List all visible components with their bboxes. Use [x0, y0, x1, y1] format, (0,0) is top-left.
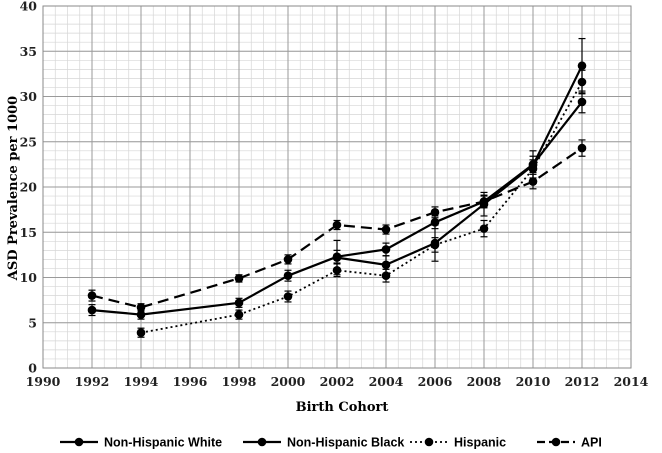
- data-point: [577, 143, 587, 153]
- data-point: [577, 77, 587, 87]
- x-tick-label: 1996: [173, 374, 208, 389]
- x-tick-label: 2014: [614, 374, 649, 389]
- data-point: [283, 271, 293, 280]
- legend-label: Hispanic: [454, 436, 506, 450]
- series-line: [336, 65, 583, 266]
- data-point: [381, 260, 391, 270]
- data-point: [381, 245, 391, 254]
- y-tick-label: 35: [20, 44, 37, 59]
- data-point: [381, 225, 391, 234]
- data-point: [430, 240, 440, 250]
- legend-marker: [74, 437, 84, 447]
- y-tick-label: 5: [28, 315, 37, 330]
- data-point: [283, 292, 293, 301]
- y-tick-label: 10: [20, 270, 38, 285]
- data-point: [87, 291, 97, 300]
- data-point: [479, 197, 489, 206]
- series-line: [91, 101, 583, 316]
- legend-marker: [257, 437, 267, 447]
- y-tick-label: 40: [20, 0, 38, 14]
- plot-area-border: [42, 5, 632, 369]
- axes: [42, 5, 632, 369]
- data-point: [234, 310, 244, 319]
- series-layer: [87, 37, 587, 338]
- y-tick-label: 25: [20, 134, 37, 149]
- series-api: [87, 139, 587, 312]
- data-point: [136, 310, 146, 319]
- legend-item: Non-Hispanic White: [60, 436, 222, 450]
- x-tick-label: 2010: [516, 374, 551, 389]
- y-tick-label: 15: [20, 225, 37, 240]
- y-tick-label: 0: [28, 361, 37, 376]
- data-point: [332, 253, 342, 262]
- x-tick-label: 2008: [467, 374, 502, 389]
- legend-label: API: [581, 436, 602, 450]
- x-tick-label: 2002: [320, 374, 355, 389]
- data-point: [136, 303, 146, 312]
- x-axis-title: Birth Cohort: [296, 400, 389, 415]
- legend-item: API: [537, 436, 602, 450]
- y-tick-label: 30: [20, 89, 38, 104]
- data-point: [136, 328, 146, 338]
- series-hispanic: [136, 69, 587, 338]
- legend-label: Non-Hispanic White: [104, 436, 222, 450]
- data-point: [528, 177, 538, 186]
- data-point: [479, 224, 489, 233]
- y-tick-label: 20: [20, 180, 38, 195]
- x-tick-label: 1994: [124, 374, 159, 389]
- x-tick-labels: 1990 1992 1994 1996 1998 2000 2002 2004 2006 2008…: [26, 374, 649, 389]
- x-tick-label: 2006: [418, 374, 453, 389]
- legend: Non-Hispanic White Non-Hispanic Black Hisp…: [60, 436, 602, 450]
- data-point: [332, 220, 342, 230]
- legend-marker: [551, 437, 561, 447]
- data-point: [87, 305, 97, 315]
- legend-marker: [424, 437, 434, 447]
- y-axis-title: ASD Prevalence per 1000: [6, 96, 21, 281]
- data-point: [234, 298, 244, 308]
- data-point: [332, 265, 342, 275]
- legend-item: Non-Hispanic Black: [243, 436, 404, 450]
- data-point: [430, 208, 440, 217]
- data-point: [381, 271, 391, 280]
- x-tick-label: 2000: [271, 374, 306, 389]
- data-point: [283, 255, 293, 264]
- legend-label: Non-Hispanic Black: [287, 436, 404, 450]
- x-tick-label: 1990: [26, 374, 61, 389]
- data-point: [577, 61, 587, 71]
- x-tick-label: 2004: [369, 374, 404, 389]
- y-tick-labels: 0 5 10 15 20 25 30 35 40: [20, 0, 38, 376]
- series-line: [91, 147, 583, 309]
- x-tick-label: 2012: [565, 374, 600, 389]
- data-point: [577, 97, 587, 107]
- x-tick-label: 1998: [222, 374, 257, 389]
- data-point: [234, 274, 244, 283]
- data-point: [528, 164, 538, 174]
- legend-item: Hispanic: [410, 436, 506, 450]
- x-tick-label: 1992: [75, 374, 110, 389]
